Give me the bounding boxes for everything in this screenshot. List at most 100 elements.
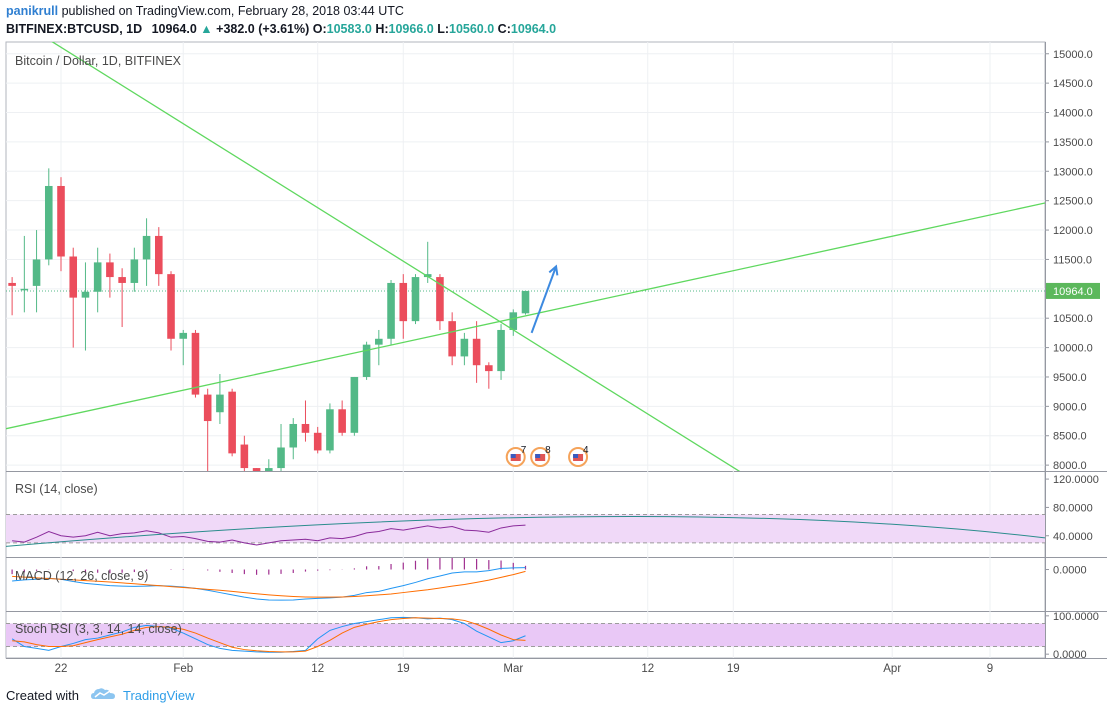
price-tick-label: 15000.0 (1053, 49, 1093, 61)
rsi-tick-label: 120.0000 (1053, 474, 1099, 486)
candle-up (277, 447, 285, 469)
candle-down (8, 282, 16, 286)
candle-down (301, 423, 310, 433)
tradingview-link[interactable]: TradingView (122, 688, 195, 703)
price-tick-label: 11500.0 (1053, 254, 1092, 266)
close-label: C: (497, 22, 511, 36)
event-flag-canton (510, 454, 516, 458)
candle-up (81, 291, 90, 298)
candle-up (32, 259, 41, 286)
candle-down (57, 185, 65, 257)
event-count-label: 8 (545, 445, 551, 456)
candle-down (203, 394, 212, 422)
candle-up (44, 185, 53, 260)
candle-down (399, 282, 408, 322)
author-name[interactable]: panikrull (6, 4, 59, 18)
macd-line (12, 567, 526, 601)
symbol-label: BITFINEX:BTCUSD, 1D (6, 22, 143, 36)
candle-down (448, 321, 456, 357)
change-value: +382.0 (+3.61%) (216, 22, 310, 36)
price-tick-label: 14500.0 (1053, 78, 1093, 90)
candle-down (228, 391, 236, 454)
stoch-rsi-label: Stoch RSI (3, 3, 14, 14, close) (15, 622, 182, 636)
candle-up (216, 394, 224, 413)
candle-down (106, 262, 114, 278)
candle-up (289, 423, 298, 448)
macd-pane[interactable] (11, 556, 527, 601)
pane-frames (5, 41, 1107, 659)
tradingview-cloud-icon[interactable] (90, 687, 115, 704)
candle-up (265, 468, 273, 471)
rsi-pane[interactable] (6, 515, 1045, 547)
stoch-tick-label: 0.0000 (1053, 649, 1087, 661)
time-tick-label: 12 (641, 663, 654, 675)
event-count-label: 7 (521, 445, 527, 456)
time-tick-label: 22 (55, 663, 68, 675)
open-value: 10583.0 (326, 22, 372, 36)
time-tick-label: 19 (727, 663, 740, 675)
forecast-arrow (530, 266, 557, 334)
candle-up (460, 338, 469, 357)
candle-up (326, 409, 334, 451)
price-tick-label: 10000.0 (1053, 343, 1093, 355)
current-price-label: 10964.0 (1053, 286, 1093, 298)
price-tick-label: 13000.0 (1053, 166, 1093, 178)
rsi-tick-label: 80.0000 (1053, 502, 1093, 514)
indicator-bands (6, 514, 1045, 647)
event-count-label: 4 (583, 445, 589, 456)
time-tick-label: Feb (173, 663, 193, 675)
candle-up (411, 277, 420, 322)
chart-title: Bitcoin / Dollar, 1D, BITFINEX (15, 54, 182, 68)
ohlc-line: BITFINEX:BTCUSD, 1D 10964.0 ▲ +382.0 (+3… (6, 22, 556, 36)
candle-down (485, 365, 493, 372)
time-tick-label: 19 (397, 663, 410, 675)
candle-up (387, 282, 395, 339)
current-price-tag (1046, 282, 1100, 299)
footer: Created with TradingView (6, 687, 195, 704)
time-tick-label: 9 (987, 663, 993, 675)
price-pane[interactable]: 7 8 4 (6, 32, 1045, 487)
candle-down (240, 444, 249, 469)
price-tick-label: 12500.0 (1053, 196, 1093, 208)
candle-down (155, 235, 163, 275)
price-tick-label: 8000.0 (1053, 460, 1087, 472)
macd-signal-line (12, 570, 526, 598)
candle-up (93, 262, 102, 292)
candle-up (130, 259, 139, 283)
candle-down (338, 409, 346, 433)
candle-up (20, 288, 29, 291)
event-flag-canton (535, 454, 541, 458)
close-value: 10964.0 (510, 22, 557, 36)
trendline-descending (51, 42, 741, 471)
candle-up (423, 274, 432, 278)
rsi-arc-drawing (6, 515, 1045, 547)
macd-tick-label: 0.0000 (1053, 565, 1087, 577)
rsi-band (6, 514, 1045, 543)
last-price: 10964.0 (151, 22, 197, 36)
candle-down (69, 256, 78, 298)
candle-up (497, 329, 505, 372)
price-tick-label: 14000.0 (1053, 108, 1093, 120)
open-label: O: (312, 22, 327, 36)
candle-down (252, 468, 261, 471)
event-flag-canton (573, 454, 579, 458)
candle-up (375, 338, 383, 345)
candle-down (191, 332, 200, 395)
candle-down (118, 277, 126, 283)
forecast-arrow-head (548, 264, 559, 276)
change-up-icon: ▲ (200, 22, 213, 36)
candle-down (313, 432, 322, 451)
rsi-tick-label: 40.0000 (1053, 531, 1093, 543)
stoch-tick-label: 100.0000 (1053, 611, 1099, 623)
macd-label: MACD (12, 26, close, 9) (15, 569, 148, 583)
price-axis[interactable]: 15000.0 14500.0 14000.0 13500.0 13000.0 12500… (1045, 49, 1100, 661)
time-tick-label: 12 (311, 663, 324, 675)
price-tick-label: 13500.0 (1053, 137, 1093, 149)
price-tick-label: 12000.0 (1053, 225, 1093, 237)
time-axis[interactable]: 22 Feb 12 19 Mar 12 19 Apr 9 (55, 663, 994, 675)
high-label: H: (375, 22, 389, 36)
stoch-rsi-pane[interactable] (11, 616, 526, 653)
publish-info: panikrull published on TradingView.com, … (6, 4, 404, 18)
trendline-ascending (6, 202, 1045, 430)
